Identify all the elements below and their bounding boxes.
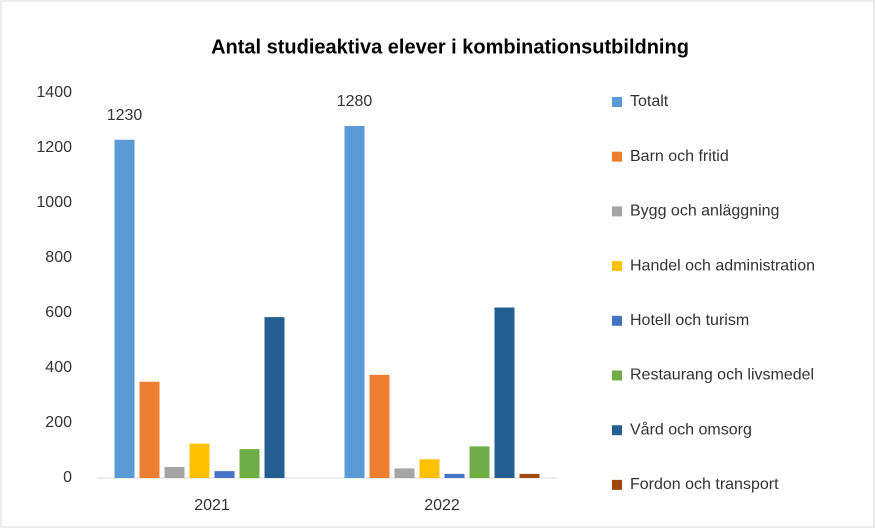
legend-swatch (612, 425, 622, 436)
x-tick-label: 2022 (424, 497, 460, 514)
y-tick-label: 1200 (36, 139, 72, 156)
data-label: 1280 (337, 93, 373, 110)
legend-label: Restaurang och livsmedel (630, 367, 814, 384)
bar (344, 126, 365, 478)
y-tick-label: 200 (45, 414, 72, 431)
chart-title: Antal studieaktiva elever i kombinations… (211, 36, 689, 58)
bar (394, 468, 415, 478)
legend-swatch (612, 370, 622, 381)
legend-label: Handel och administration (630, 257, 815, 274)
bar (519, 473, 540, 478)
bar (214, 471, 235, 478)
bar (419, 459, 440, 478)
legend-swatch (612, 261, 622, 272)
y-tick-label: 1000 (36, 194, 72, 211)
legend-label: Barn och fritid (630, 148, 729, 165)
data-label: 1230 (107, 107, 143, 124)
bar (469, 446, 490, 478)
bar (444, 473, 465, 478)
legend-swatch (612, 315, 622, 326)
y-tick-label: 600 (45, 304, 72, 321)
bar (369, 374, 390, 478)
bar (494, 307, 515, 478)
y-tick-label: 0 (63, 469, 72, 486)
y-tick-label: 400 (45, 359, 72, 376)
bar (189, 443, 210, 478)
legend-label: Fordon och transport (630, 476, 779, 493)
y-tick-label: 1400 (36, 84, 72, 101)
bar (239, 449, 260, 478)
x-tick-label: 2021 (194, 497, 230, 514)
legend-label: Hotell och turism (630, 312, 749, 329)
legend-label: Vård och omsorg (630, 420, 752, 438)
legend-swatch (612, 151, 622, 162)
bar (114, 139, 135, 478)
bar (264, 317, 285, 478)
legend-swatch (612, 97, 622, 107)
legend-label: Bygg och anläggning (630, 203, 779, 220)
bar (139, 381, 160, 478)
bar (164, 467, 185, 478)
legend-swatch (612, 206, 622, 217)
y-tick-label: 800 (45, 249, 72, 266)
legend-label: Totalt (630, 93, 669, 110)
legend-swatch (612, 479, 622, 490)
